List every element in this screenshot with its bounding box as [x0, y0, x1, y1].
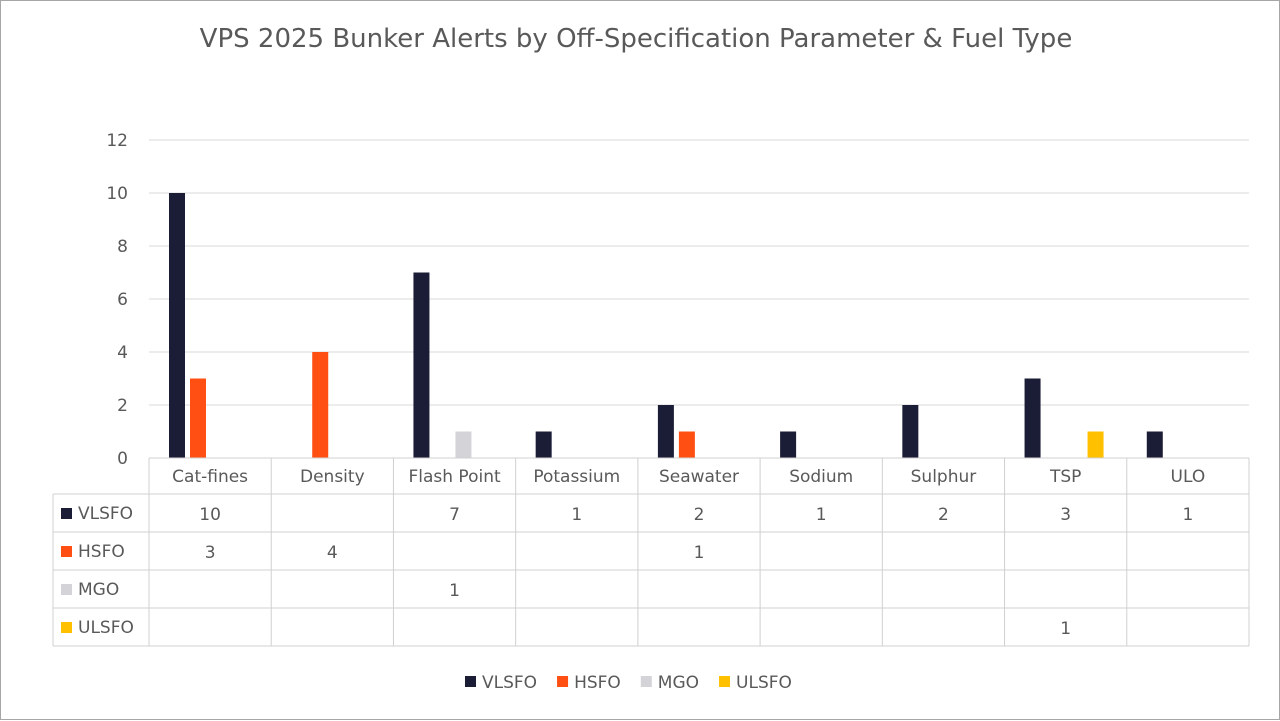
- table-series-label: MGO: [78, 580, 119, 600]
- bar-vlsfo: [902, 405, 919, 458]
- table-cell-value: 1: [1182, 505, 1193, 525]
- category-label: Sulphur: [911, 467, 977, 487]
- table-cell-value: 2: [694, 505, 705, 525]
- category-label: Potassium: [533, 467, 620, 487]
- y-tick-label: 12: [106, 131, 128, 151]
- bar-ulsfo: [1087, 431, 1104, 458]
- legend-label: MGO: [658, 673, 699, 693]
- y-tick-label: 8: [117, 237, 128, 257]
- table-cell-value: 4: [327, 543, 338, 563]
- bar-vlsfo: [413, 272, 430, 458]
- y-tick-label: 6: [117, 290, 128, 310]
- legend-key-ulsfo: [719, 676, 731, 687]
- table-cell-value: 1: [694, 543, 705, 563]
- table-cell-value: 1: [449, 581, 460, 601]
- category-label: Flash Point: [408, 467, 500, 487]
- legend-label: ULSFO: [736, 673, 792, 693]
- bar-hsfo: [678, 431, 695, 458]
- category-label: TSP: [1049, 467, 1081, 487]
- legend-key-vlsfo: [465, 676, 476, 687]
- table-legend-key-hsfo: [61, 546, 72, 557]
- y-tick-label: 10: [106, 184, 128, 204]
- bar-hsfo: [190, 378, 206, 458]
- y-tick-label: 2: [117, 396, 128, 416]
- y-tick-label: 0: [117, 449, 128, 469]
- legend-label: HSFO: [574, 673, 621, 693]
- chart-title: VPS 2025 Bunker Alerts by Off-Specificat…: [200, 24, 1073, 54]
- table-cell-value: 3: [205, 543, 216, 563]
- table-series-label: VLSFO: [78, 504, 133, 524]
- table-series-label: ULSFO: [78, 618, 134, 638]
- table-legend-key-vlsfo: [61, 508, 72, 519]
- legend-key-hsfo: [557, 676, 569, 687]
- table-cell-value: 10: [199, 505, 221, 525]
- bar-mgo: [455, 431, 472, 458]
- bar-vlsfo: [535, 431, 552, 458]
- bar-vlsfo: [169, 193, 185, 458]
- table-series-label: HSFO: [78, 542, 125, 562]
- table-legend-key-mgo: [61, 584, 72, 595]
- table-cell-value: 1: [571, 505, 582, 525]
- table-cell-value: 1: [816, 505, 827, 525]
- legend-label: VLSFO: [482, 673, 537, 693]
- bar-vlsfo: [1024, 378, 1041, 458]
- category-label: Seawater: [659, 467, 739, 487]
- table-cell-value: 7: [449, 505, 460, 525]
- legend-key-mgo: [640, 676, 652, 687]
- bar-vlsfo: [657, 405, 674, 458]
- table-cell-value: 2: [938, 505, 949, 525]
- category-label: Density: [300, 467, 365, 487]
- y-tick-label: 4: [117, 343, 128, 363]
- bar-hsfo: [312, 352, 329, 458]
- bar-vlsfo: [780, 431, 797, 458]
- table-cell-value: 1: [1060, 619, 1071, 639]
- category-label: Cat-fines: [172, 467, 248, 487]
- table-legend-key-ulsfo: [61, 622, 72, 633]
- bar-vlsfo: [1146, 431, 1163, 458]
- category-label: ULO: [1171, 467, 1206, 487]
- table-cell-value: 3: [1060, 505, 1071, 525]
- category-label: Sodium: [789, 467, 853, 487]
